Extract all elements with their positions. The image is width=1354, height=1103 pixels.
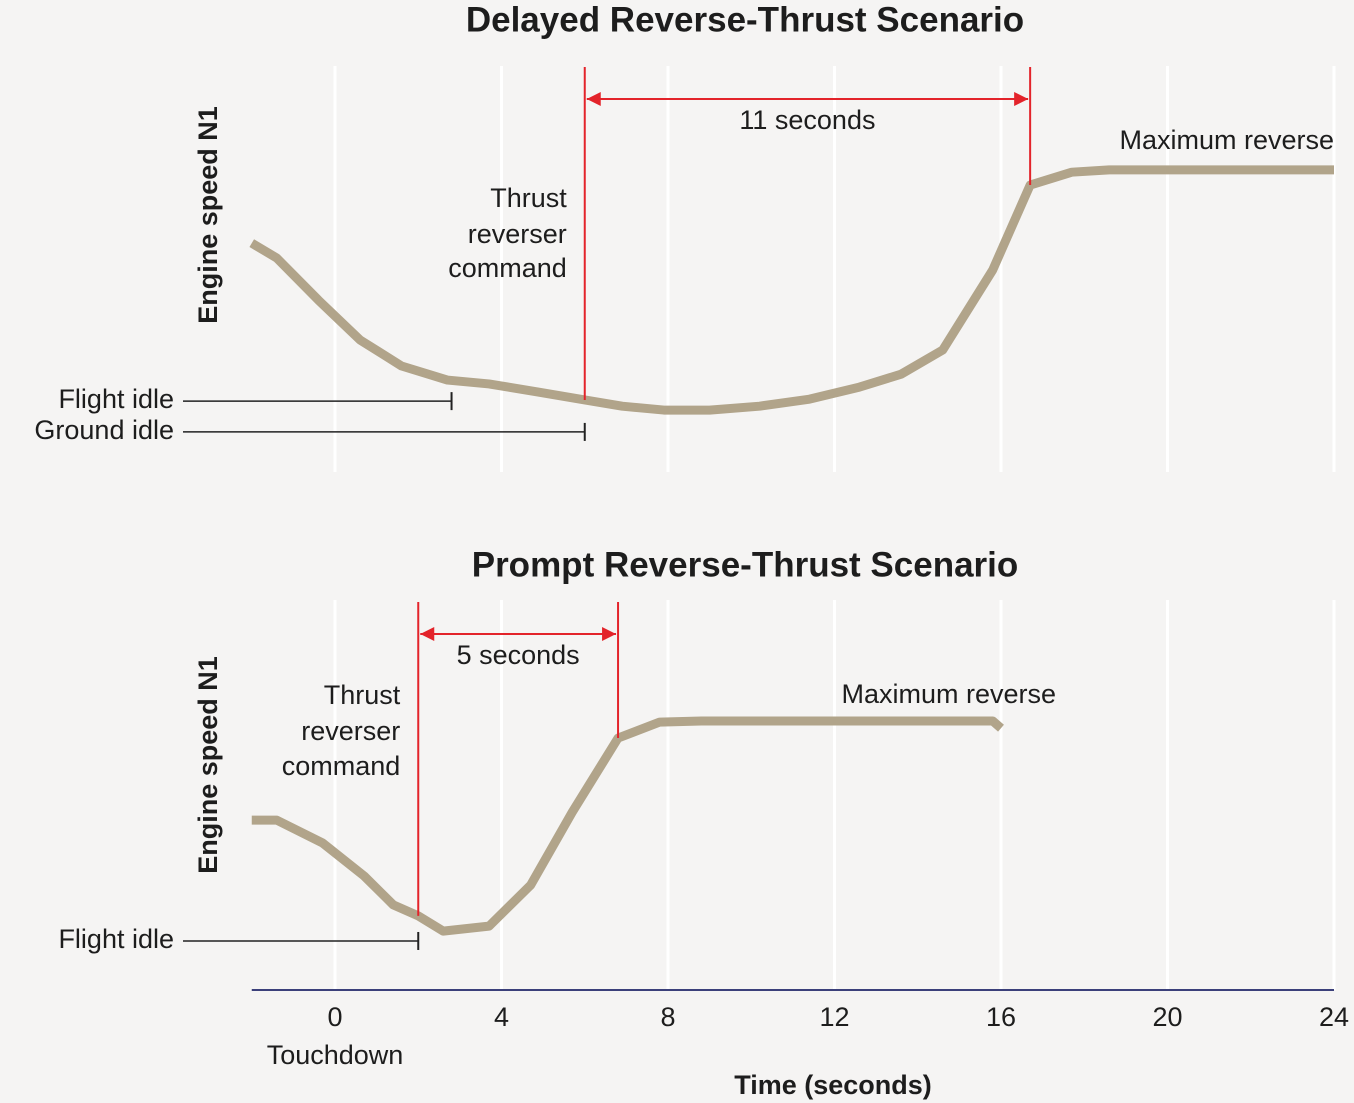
x-tick-label: 12 [819,1002,849,1032]
interval-label: 5 seconds [457,640,580,670]
y-axis-label: Engine speed N1 [193,106,223,324]
x-tick-label: 16 [986,1002,1016,1032]
reference-label: Ground idle [34,415,174,445]
x-tick-label: 24 [1319,1002,1349,1032]
curve-label: Maximum reverse [841,679,1056,709]
reference-label: Flight idle [58,384,174,414]
command-label: reverser [301,716,400,746]
x-tick-label: 8 [660,1002,675,1032]
x-tick-label: 20 [1152,1002,1182,1032]
command-label: Thrust [490,183,567,213]
command-label: Thrust [324,680,401,710]
curve [249,165,1334,415]
y-axis-label: Engine speed N1 [193,656,223,874]
interval-label: 11 seconds [739,105,875,135]
chart-title: Prompt Reverse-Thrust Scenario [472,545,1019,584]
reference-label: Flight idle [58,924,174,954]
plot: 0 4 8 12 16 20 24 Touchdown Time (seconds) Delaye… [34,0,1349,1100]
x-axis-label: Time (seconds) [734,1070,932,1100]
curve [251,716,1004,936]
command-label: command [282,751,401,781]
curve-label: Maximum reverse [1119,125,1334,155]
x-tick-label: 4 [494,1002,509,1032]
command-label: command [448,253,567,283]
chart-title: Delayed Reverse-Thrust Scenario [466,0,1024,39]
x-annotation: Touchdown [267,1040,404,1070]
x-tick-label: 0 [327,1002,342,1032]
grid [333,66,1336,990]
command-label: reverser [468,219,567,249]
